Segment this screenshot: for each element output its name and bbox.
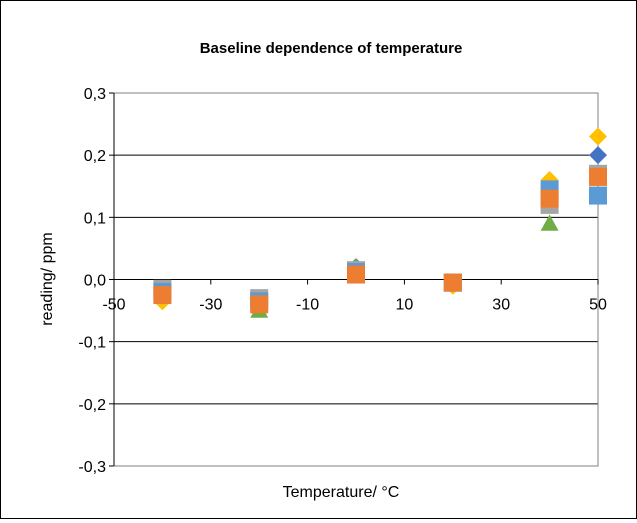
series-2-point-4 [540,214,559,231]
y-axis-label: reading/ ppm [39,232,56,325]
ytick-label-2: 0,1 [84,210,106,227]
data-markers [153,127,607,318]
xtick-label-4: 30 [492,297,510,314]
ytick-label-3: 0,0 [84,273,106,290]
series-5-point-1 [250,295,269,314]
xtick-label-2: -10 [296,297,319,314]
y-tick-labels: 0,3 0,2 0,1 0,0 -0,1 -0,2 -0,3 [78,86,106,476]
series-1-point-5 [589,146,607,165]
series-5-point-2 [347,265,365,284]
ytick-label-1: 0,2 [84,148,106,165]
chart-title: Baseline dependence of temperature [200,40,463,57]
series-5-point-5 [589,167,607,186]
series-5-point-4 [540,189,559,208]
xtick-label-0: -50 [102,297,125,314]
ytick-label-6: -0,3 [78,459,106,476]
ytick-label-5: -0,2 [78,397,106,414]
series-0-point-5 [589,127,607,146]
xtick-label-1: -30 [199,297,222,314]
ytick-label-0: 0,3 [84,86,106,103]
series-4-point-5 [589,186,607,205]
x-tick-labels: -50 -30 -10 10 30 50 [102,297,607,314]
ytick-label-4: -0,1 [78,335,106,352]
series-5-point-0 [153,286,172,305]
series-5-point-3 [443,273,462,292]
xtick-label-3: 10 [396,297,414,314]
xtick-label-5: 50 [589,297,607,314]
x-axis-label: Temperature/ °C [283,484,400,501]
